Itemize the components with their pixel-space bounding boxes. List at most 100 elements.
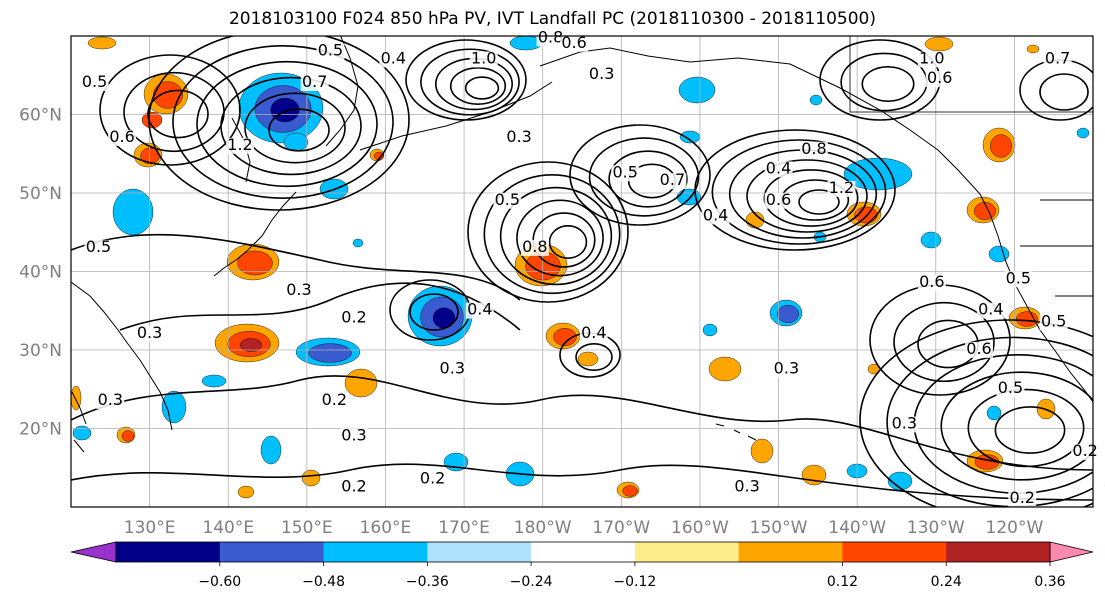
pv-anomaly-47-0 bbox=[920, 231, 942, 249]
contour-label-bg bbox=[340, 428, 369, 445]
contour-label-bg bbox=[1071, 443, 1100, 460]
lon-tick-label: 150°E bbox=[281, 518, 333, 538]
contour-label-bg bbox=[658, 173, 687, 190]
contour-label-6: 1.0 bbox=[469, 48, 498, 68]
contour-label-bg bbox=[505, 129, 534, 146]
lon-tick-label: 120°W bbox=[986, 518, 1044, 538]
pv-anomaly-24-0 bbox=[577, 351, 599, 367]
contour-label-text: 0.5 bbox=[82, 72, 107, 91]
contour-label-text: 0.4 bbox=[766, 158, 791, 177]
lon-tick-label: 140°E bbox=[202, 518, 254, 538]
region-box bbox=[849, 36, 1093, 113]
pv-anomaly-48-0 bbox=[988, 245, 1010, 263]
contour-0-0 bbox=[148, 36, 410, 211]
contour-label-11: 0.5 bbox=[611, 162, 640, 182]
contour-label-text: 0.2 bbox=[341, 308, 366, 327]
contour-2-5 bbox=[548, 225, 588, 259]
coastlines bbox=[71, 36, 1093, 453]
contour-2-1 bbox=[483, 173, 621, 295]
contour-label-bg bbox=[300, 75, 329, 92]
contour-label-bg bbox=[764, 161, 793, 178]
contour-label-43: 0.2 bbox=[340, 476, 369, 496]
contour-5-0 bbox=[859, 319, 1093, 507]
contour-label-text: 0.3 bbox=[286, 280, 311, 299]
contour-label-28: 0.3 bbox=[135, 323, 164, 343]
contour-3-1 bbox=[711, 139, 887, 245]
contour-2-4 bbox=[532, 212, 596, 268]
colorbar-segment-7 bbox=[842, 542, 947, 562]
contour-label-text: 0.2 bbox=[1072, 441, 1097, 460]
contour-label-18: 0.5 bbox=[493, 190, 522, 209]
contour-label-32: 0.5 bbox=[1039, 311, 1068, 331]
contour-labels: 0.5 0.40.80.60.5 0.71.00.30.30.6 1.20.5 0.70… bbox=[80, 27, 1105, 508]
pv-anomaly-16-0 bbox=[843, 157, 913, 191]
contour-0-5 bbox=[268, 108, 330, 152]
contour-label-bg bbox=[320, 392, 349, 409]
contour-4-1 bbox=[588, 137, 700, 217]
contour-label-bg bbox=[587, 67, 616, 84]
pv-anomaly-18-1 bbox=[990, 134, 1012, 158]
lon-tick-label: 130°E bbox=[124, 518, 176, 538]
colorbar-segment-1 bbox=[219, 542, 325, 562]
contour-label-text: 0.5 bbox=[613, 162, 638, 181]
contour-label-text: 0.2 bbox=[341, 476, 366, 495]
chart-title: 2018103100 F024 850 hPa PV, IVT Landfall… bbox=[228, 9, 876, 29]
contour-10-1 bbox=[575, 343, 613, 371]
contour-label-bg bbox=[438, 361, 467, 378]
contour-label-text: 0.2 bbox=[322, 390, 347, 409]
asia-coast bbox=[71, 281, 173, 431]
contour-label-bg bbox=[560, 35, 589, 52]
contour-label-45: 0.3 bbox=[733, 476, 762, 496]
contour-label-7: 0.3 bbox=[587, 64, 616, 84]
contour-0-1 bbox=[172, 45, 394, 199]
contour-label-text: 0.5 bbox=[86, 237, 111, 256]
contour-1-3 bbox=[449, 67, 507, 105]
contour-label-12: 0.7 bbox=[658, 170, 687, 190]
colorbar-segment-2 bbox=[323, 542, 428, 562]
colorbar-extend-high bbox=[1049, 541, 1094, 563]
contour-3-6 bbox=[798, 189, 840, 215]
aleutians bbox=[359, 81, 553, 151]
lat-tick-label: 60°N bbox=[19, 106, 62, 126]
map-frame bbox=[70, 35, 1094, 508]
lon-tick-label: 170°E bbox=[438, 518, 490, 538]
contour-label-23: 0.5 bbox=[84, 237, 113, 256]
contour-label-bg bbox=[733, 479, 762, 496]
contour-label-9: 0.6 bbox=[108, 127, 137, 146]
contour-label-text: 0.2 bbox=[420, 468, 445, 487]
contour-label-text: 1.0 bbox=[471, 48, 496, 67]
lon-tick-label: 130°W bbox=[907, 518, 965, 538]
contour-label-bg bbox=[493, 192, 522, 209]
lat-tick-label: 30°N bbox=[19, 341, 62, 361]
contour-0-4 bbox=[244, 92, 346, 164]
pv-anomaly-54-0 bbox=[283, 132, 309, 152]
pv-anomaly-52-0 bbox=[1076, 127, 1090, 139]
contour-label-bg bbox=[80, 75, 109, 92]
pv-anomaly-8-2 bbox=[239, 338, 263, 352]
contour-2-2 bbox=[499, 186, 613, 286]
contour-label-13: 0.4 bbox=[764, 158, 793, 178]
contour-wave-3 bbox=[119, 282, 521, 331]
colorbar-tick-label: 0.24 bbox=[931, 574, 962, 590]
contour-label-bg bbox=[799, 141, 828, 158]
contour-label-text: 0.4 bbox=[978, 300, 1003, 319]
contour-label-bg bbox=[917, 51, 946, 68]
contour-label-40: 0.3 bbox=[340, 425, 369, 445]
contour-wave-2 bbox=[71, 233, 521, 301]
colorbar-segment-6 bbox=[738, 542, 843, 562]
contour-label-text: 0.8 bbox=[522, 237, 547, 256]
contour-label-bg bbox=[996, 381, 1025, 398]
contour-label-text: 0.3 bbox=[892, 414, 917, 433]
contour-label-bg bbox=[579, 326, 608, 343]
pv-anomaly-35-0 bbox=[750, 438, 774, 464]
colorbar-tick-label: −0.12 bbox=[613, 574, 656, 590]
contour-label-31: 0.4 bbox=[976, 300, 1005, 319]
contour-label-bg bbox=[340, 310, 369, 327]
pv-anomaly-4-0 bbox=[112, 188, 154, 236]
contour-label-bg bbox=[772, 361, 801, 378]
contour-label-15: 1.0 bbox=[917, 48, 946, 68]
contour-label-bg bbox=[316, 43, 345, 60]
contour-label-text: 0.6 bbox=[966, 339, 991, 358]
contour-label-26: 0.4 bbox=[465, 300, 494, 319]
